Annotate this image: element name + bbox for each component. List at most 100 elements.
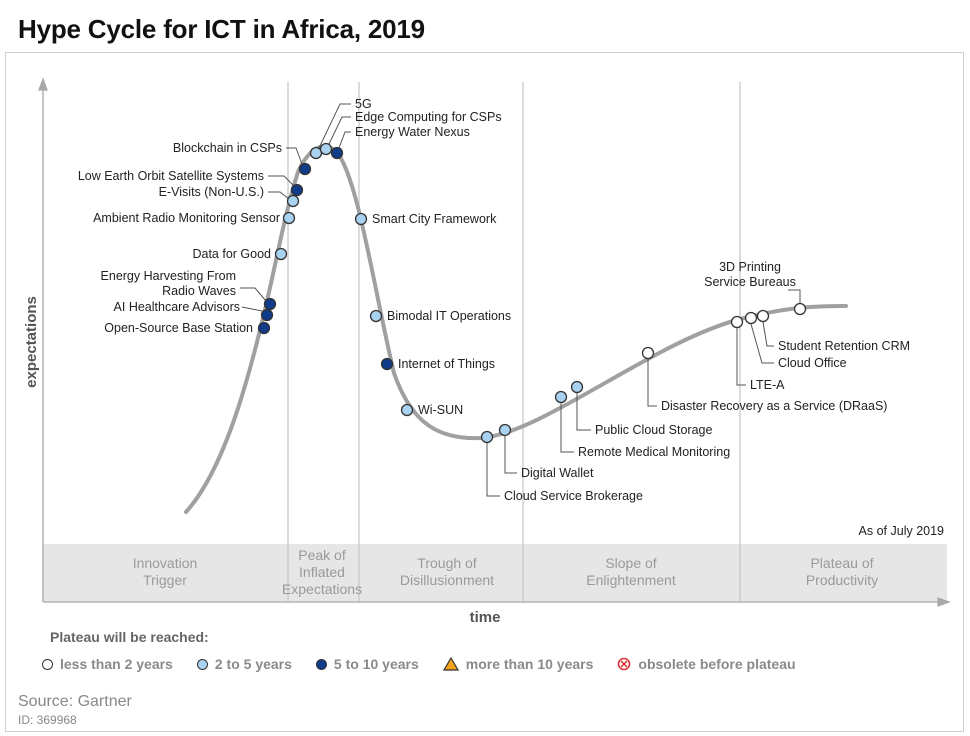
- legend-item-obsolete-before-plateau: obsolete before plateau: [617, 656, 796, 672]
- x-axis-arrow-icon: [937, 597, 951, 607]
- label-disaster-recovery-as-a-service-draas: Disaster Recovery as a Service (DRaaS): [661, 399, 887, 413]
- phase-band: [43, 544, 947, 602]
- label-data-for-good: Data for Good: [192, 247, 271, 261]
- circle-icon: [196, 658, 208, 670]
- leader-line-remote-medical-monitoring: [560, 403, 574, 453]
- leader-lines: [240, 103, 801, 497]
- leader-line-3d-printing-service-bureaus: [788, 289, 801, 303]
- phase-dividers: [287, 82, 741, 602]
- marker-public-cloud-storage: [570, 380, 584, 394]
- legend-item-more-than-10-years: more than 10 years: [442, 656, 594, 672]
- leader-line-low-earth-orbit-satellite-systems: [268, 175, 295, 187]
- phase-labels: Innovation Trigger Peak of Inflated Expectat…: [133, 547, 878, 597]
- leader-line-lte-a: [736, 328, 746, 386]
- leader-line-disaster-recovery-as-a-service-draas: [647, 359, 657, 407]
- leader-line-edge-computing-for-csps: [328, 116, 351, 145]
- marker-energy-harvesting-from-radio-waves: [263, 297, 277, 311]
- marker-digital-wallet: [498, 423, 512, 437]
- legend-label: 5 to 10 years: [333, 656, 419, 672]
- marker-lte-a: [730, 315, 744, 329]
- marker-5g: [309, 146, 323, 160]
- marker-remote-medical-monitoring: [554, 390, 568, 404]
- label-5g: 5G: [355, 97, 372, 111]
- marker-3d-printing-service-bureaus: [793, 302, 807, 316]
- x-axis-label: time: [470, 609, 501, 626]
- page-title: Hype Cycle for ICT in Africa, 2019: [18, 14, 425, 44]
- label-student-retention-crm: Student Retention CRM: [778, 339, 910, 353]
- label-low-earth-orbit-satellite-systems: Low Earth Orbit Satellite Systems: [78, 169, 264, 183]
- leader-line-cloud-service-brokerage: [486, 443, 500, 497]
- technology-labels: Open-Source Base Station AI Healthcare Ad…: [78, 97, 910, 503]
- label-ai-healthcare-advisors: AI Healthcare Advisors: [114, 300, 240, 314]
- label-e-visits-non-u-s: E-Visits (Non-U.S.): [159, 185, 264, 199]
- circle-icon: [42, 658, 53, 670]
- label-blockchain-in-csps: Blockchain in CSPs: [173, 141, 282, 155]
- label-cloud-office: Cloud Office: [778, 356, 847, 370]
- marker-ai-healthcare-advisors: [260, 308, 274, 322]
- label-3d-printing-service-bureaus: 3D Printing Service Bureaus: [704, 260, 796, 289]
- hype-curve: [184, 144, 848, 514]
- marker-cloud-office: [744, 311, 758, 325]
- y-axis-label: expectations: [23, 296, 40, 388]
- marker-blockchain-in-csps: [298, 162, 312, 176]
- leader-line-5g: [318, 103, 351, 149]
- label-remote-medical-monitoring: Remote Medical Monitoring: [578, 445, 730, 459]
- marker-bimodal-it-operations: [369, 309, 383, 323]
- label-energy-water-nexus: Energy Water Nexus: [355, 125, 470, 139]
- leader-line-ai-healthcare-advisors: [241, 306, 263, 312]
- legend-label: less than 2 years: [60, 656, 173, 672]
- legend-title: Plateau will be reached:: [50, 629, 209, 645]
- label-edge-computing-for-csps: Edge Computing for CSPs: [355, 110, 502, 124]
- phase-label-peak-of-inflated-expectations: Peak of Inflated Expectations: [282, 547, 362, 597]
- phase-label-trough-of-disillusionment: Trough of Disillusionment: [400, 555, 494, 588]
- y-axis-arrow-icon: [38, 77, 48, 91]
- as-of-note: As of July 2019: [859, 524, 945, 538]
- triangle-icon: [442, 657, 459, 671]
- leader-line-blockchain-in-csps: [286, 147, 303, 165]
- legend: less than 2 years 2 to 5 years 5 to 10 yea…: [42, 656, 820, 672]
- marker-data-for-good: [274, 247, 288, 261]
- axes: [38, 77, 951, 607]
- leader-line-student-retention-crm: [762, 321, 774, 347]
- marker-open-source-base-station: [257, 321, 271, 335]
- technology-markers: [257, 142, 807, 444]
- marker-disaster-recovery-as-a-service-draas: [641, 346, 655, 360]
- phase-label-slope-of-enlightenment: Slope of Enlightenment: [586, 555, 676, 588]
- label-digital-wallet: Digital Wallet: [521, 466, 594, 480]
- leader-line-energy-water-nexus: [338, 131, 351, 149]
- source-note: Source: Gartner: [18, 693, 132, 710]
- marker-student-retention-crm: [756, 309, 770, 323]
- marker-wi-sun: [400, 403, 414, 417]
- label-energy-harvesting-from-radio-waves: Energy Harvesting From Radio Waves: [101, 269, 236, 298]
- marker-internet-of-things: [380, 357, 394, 371]
- doc-id: ID: 369968: [18, 713, 77, 727]
- marker-ambient-radio-monitoring-sensor: [282, 211, 296, 225]
- phase-label-plateau-of-productivity: Plateau of Productivity: [806, 555, 878, 588]
- legend-item-2-to-5-years: 2 to 5 years: [196, 656, 292, 672]
- leader-line-public-cloud-storage: [576, 393, 591, 431]
- legend-item-less-than-2-years: less than 2 years: [42, 656, 173, 672]
- marker-smart-city-framework: [354, 212, 368, 226]
- label-open-source-base-station: Open-Source Base Station: [104, 321, 253, 335]
- label-internet-of-things: Internet of Things: [398, 357, 495, 371]
- leader-line-cloud-office: [750, 323, 774, 364]
- leader-line-energy-harvesting-from-radio-waves: [240, 287, 267, 302]
- circle-icon: [315, 658, 327, 670]
- crossed-circle-icon: [618, 657, 631, 671]
- legend-label: more than 10 years: [465, 656, 594, 672]
- leader-line-digital-wallet: [504, 436, 517, 474]
- label-public-cloud-storage: Public Cloud Storage: [595, 423, 712, 437]
- legend-label: 2 to 5 years: [214, 656, 292, 672]
- legend-label: obsolete before plateau: [638, 656, 796, 672]
- label-smart-city-framework: Smart City Framework: [372, 212, 497, 226]
- label-wi-sun: Wi-SUN: [418, 403, 463, 417]
- leader-line-e-visits-non-u-s: [268, 191, 290, 200]
- label-lte-a: LTE-A: [750, 378, 785, 392]
- label-cloud-service-brokerage: Cloud Service Brokerage: [504, 489, 643, 503]
- marker-edge-computing-for-csps: [319, 142, 333, 156]
- label-bimodal-it-operations: Bimodal IT Operations: [387, 309, 511, 323]
- marker-low-earth-orbit-satellite-systems: [290, 183, 304, 197]
- marker-energy-water-nexus: [330, 146, 344, 160]
- label-ambient-radio-monitoring-sensor: Ambient Radio Monitoring Sensor: [93, 211, 280, 225]
